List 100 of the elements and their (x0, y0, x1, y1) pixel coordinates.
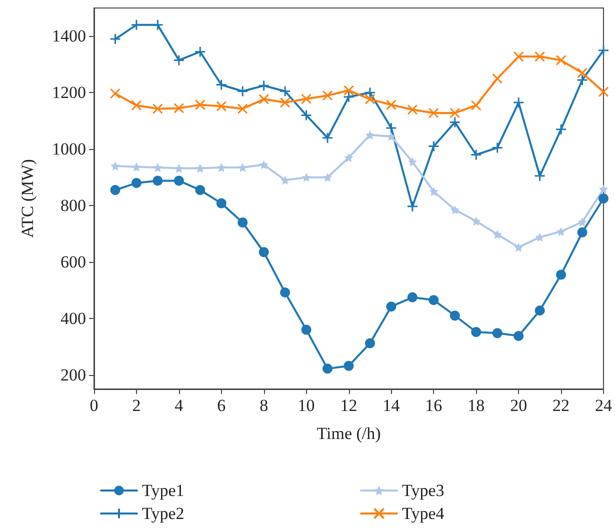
point (429, 186, 438, 196)
point (173, 54, 185, 66)
point (323, 172, 332, 182)
point (512, 96, 524, 108)
point (322, 132, 334, 144)
point (343, 91, 354, 103)
point (364, 338, 375, 348)
y-tick-label: 800 (60, 196, 86, 216)
y-tick-label: 400 (60, 308, 86, 328)
point (258, 80, 270, 92)
point (153, 162, 162, 172)
point (598, 194, 608, 204)
point (364, 94, 376, 104)
point (386, 132, 396, 141)
point (578, 217, 587, 226)
y-tick-label: 1400 (52, 26, 86, 46)
point (344, 85, 354, 96)
point (556, 54, 566, 66)
point (110, 162, 120, 171)
point (216, 198, 226, 208)
x-tick-label: 20 (510, 396, 528, 415)
point (386, 302, 396, 312)
point (110, 185, 120, 196)
point (132, 162, 141, 172)
legend-label: Type4 (402, 504, 445, 523)
point (428, 295, 439, 306)
point (599, 184, 608, 194)
point (216, 162, 226, 172)
x-tick-label: 4 (174, 396, 184, 415)
point (109, 33, 121, 45)
legend-label: Type3 (402, 481, 444, 500)
point (577, 227, 588, 238)
x-tick-label: 0 (90, 396, 98, 415)
point (258, 247, 269, 258)
point (514, 330, 524, 341)
point (236, 86, 248, 98)
x-tick-label: 24 (595, 396, 612, 415)
y-tick-label: 200 (60, 365, 86, 384)
point (598, 86, 609, 98)
point (534, 170, 546, 182)
point (130, 19, 142, 31)
point (556, 227, 566, 236)
point (131, 178, 142, 188)
x-tick-label: 6 (217, 396, 226, 415)
point (385, 122, 397, 134)
point (471, 326, 482, 337)
point (534, 306, 545, 316)
point (344, 153, 354, 162)
point (302, 172, 311, 182)
point (152, 176, 163, 186)
point (216, 79, 228, 91)
point (300, 109, 312, 121)
point (577, 68, 588, 78)
point (322, 364, 333, 374)
point (279, 86, 291, 98)
x-axis-title: Time (/h) (316, 424, 381, 443)
point (428, 108, 439, 118)
point (194, 46, 206, 58)
point (492, 230, 502, 239)
x-tick-label: 16 (425, 396, 442, 415)
point (301, 324, 312, 335)
point (492, 73, 503, 84)
point (556, 270, 566, 280)
point (534, 51, 546, 62)
point (110, 88, 120, 99)
point (492, 142, 504, 154)
point (258, 94, 270, 104)
point (513, 51, 524, 62)
point (386, 100, 396, 110)
y-tick-label: 1000 (52, 140, 86, 159)
x-tick-label: 18 (468, 396, 485, 415)
point (195, 185, 206, 196)
point (174, 164, 184, 173)
point (450, 310, 460, 321)
point (428, 140, 440, 152)
point (470, 149, 482, 161)
x-tick-label: 2 (132, 396, 141, 415)
point (492, 328, 502, 338)
y-tick-label: 1200 (52, 83, 86, 102)
point (174, 176, 184, 186)
x-tick-label: 12 (340, 396, 358, 415)
point (216, 100, 227, 112)
point (450, 108, 460, 118)
point (280, 97, 290, 108)
point (344, 360, 354, 371)
point (535, 232, 544, 242)
point (598, 44, 610, 56)
legend-label: Type2 (142, 504, 184, 523)
point (449, 116, 461, 128)
point (576, 74, 588, 86)
x-tick-label: 10 (298, 396, 315, 415)
point (407, 104, 418, 115)
point (408, 157, 417, 166)
point (407, 292, 418, 302)
point (472, 216, 481, 226)
point (555, 124, 567, 136)
point (280, 287, 290, 298)
point (237, 104, 248, 114)
point (365, 130, 374, 140)
point (322, 90, 333, 101)
